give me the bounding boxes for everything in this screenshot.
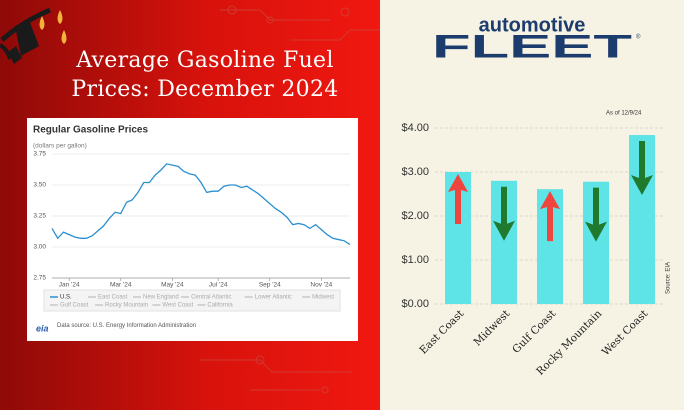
- x-tick-label: Nov '24: [310, 282, 332, 289]
- legend-label: East Coast: [98, 295, 128, 301]
- legend-box: [43, 289, 341, 312]
- line-chart-subtitle: (dollars per gallon): [33, 143, 87, 150]
- legend-label: Rocky Mountain: [105, 303, 148, 309]
- y-tick-label: 2.75: [33, 275, 46, 282]
- y-tick-label: $3.00: [401, 166, 429, 178]
- y-tick-label: $4.00: [401, 122, 429, 134]
- source-note: Data source: U.S. Energy Information Adm…: [57, 323, 196, 329]
- annotation: As of 12/9/24: [606, 111, 642, 117]
- legend-label: Lower Atlantic: [255, 295, 292, 301]
- trend-arrow: [493, 186, 515, 241]
- trend-arrow: [448, 174, 468, 224]
- page-title: Average Gasoline Fuel Prices: December 2…: [71, 48, 339, 102]
- x-tick-label: Jul '24: [209, 282, 228, 289]
- source-note: Source: EIA: [666, 262, 672, 294]
- fuel-pump-icon: [0, 7, 67, 64]
- logo-line2: FLEET: [432, 28, 633, 64]
- logo-line1: automotive: [479, 14, 586, 36]
- trend-arrow: [585, 187, 607, 242]
- legend-label: Gulf Coast: [60, 303, 89, 309]
- logo-mark: ®: [636, 34, 641, 41]
- y-tick-label: 3.25: [33, 213, 46, 220]
- trend-arrow: [631, 141, 653, 196]
- legend-label: California: [207, 303, 233, 309]
- y-tick-label: 3.00: [33, 244, 46, 251]
- legend-label: U.S.: [60, 295, 72, 301]
- x-tick-label: May '24: [161, 282, 184, 289]
- circuit-decoration: [200, 5, 380, 394]
- x-tick-label: Jan '24: [59, 282, 80, 289]
- trend-arrow: [540, 191, 560, 242]
- price-line: [51, 163, 351, 246]
- legend-label: Midwest: [312, 295, 334, 301]
- y-tick-label: $1.00: [401, 254, 429, 266]
- legend-label: Central Atlantic: [191, 295, 231, 301]
- line-chart-title: Regular Gasoline Prices: [33, 125, 148, 136]
- y-tick-label: 3.50: [33, 182, 46, 189]
- eia-logo: eia: [36, 323, 49, 333]
- y-tick-label: $2.00: [401, 210, 429, 222]
- logo: automotive FLEET ®: [432, 14, 641, 64]
- y-tick-label: $0.00: [401, 298, 429, 310]
- x-tick-label: Sep '24: [259, 282, 281, 289]
- x-tick-label: Mar '24: [110, 282, 132, 289]
- legend-label: New England: [143, 295, 179, 301]
- y-tick-label: 3.75: [33, 151, 46, 158]
- legend-label: West Coast: [162, 303, 193, 309]
